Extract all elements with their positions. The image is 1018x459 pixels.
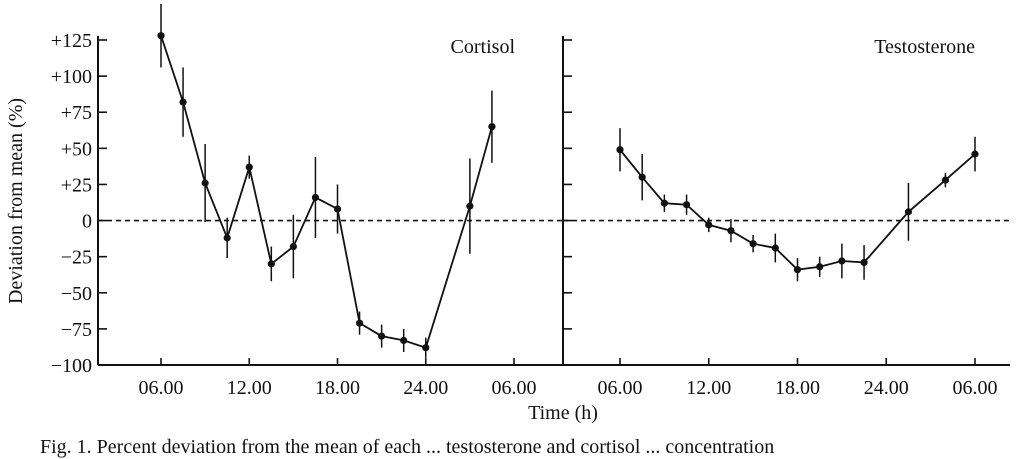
y-tick-label: +25	[61, 174, 92, 196]
cortisol-x-tick-label: 06.00	[139, 377, 184, 399]
cortisol-x-tick-label: 24.00	[403, 377, 448, 399]
cortisol-data-point	[311, 193, 320, 202]
testosterone-x-tick-label: 24.00	[864, 377, 909, 399]
testosterone-panel: 06.00 12.00 18.00 24.00 06.00 Testosterone	[562, 36, 1010, 399]
cortisol-data-point	[245, 163, 253, 171]
testosterone-x-tick-label: 18.00	[775, 377, 820, 399]
cortisol-data-point	[157, 32, 165, 40]
testosterone-data-point	[941, 176, 950, 184]
cortisol-x-tick-label: 06.00	[492, 377, 537, 399]
y-axis-label: Deviation from mean (%)	[5, 98, 27, 304]
testosterone-data-point	[616, 146, 624, 154]
cortisol-data-point	[179, 98, 187, 106]
testosterone-x-tick-label: 06.00	[598, 377, 643, 399]
testosterone-data-point	[682, 201, 691, 209]
testosterone-data-point	[860, 258, 868, 267]
testosterone-data-point	[971, 150, 979, 158]
y-tick-label: +125	[51, 30, 92, 52]
y-tick-label: −25	[61, 247, 92, 269]
cortisol-data-point	[466, 202, 474, 210]
testosterone-data-point	[838, 257, 846, 265]
y-tick-label: −75	[61, 319, 92, 341]
cortisol-data-point	[378, 332, 386, 340]
testosterone-data-point	[904, 208, 913, 216]
figure-caption: Fig. 1. Percent deviation from the mean …	[40, 436, 775, 458]
testosterone-data-point	[660, 199, 668, 207]
cortisol-x-tick-label: 18.00	[315, 377, 360, 399]
x-axis-label: Time (h)	[528, 402, 598, 424]
testosterone-panel-title: Testosterone	[874, 36, 975, 58]
cortisol-data-point	[333, 205, 342, 213]
y-tick-label: +100	[51, 66, 92, 88]
cortisol-data-point	[223, 234, 231, 242]
testosterone-series-line	[619, 149, 976, 271]
cortisol-data-point	[400, 336, 408, 345]
y-tick-label: +75	[61, 102, 92, 124]
testosterone-data-point	[816, 263, 824, 271]
testosterone-data-point	[771, 244, 779, 252]
testosterone-data-point	[705, 221, 713, 229]
cortisol-data-point	[201, 179, 209, 187]
y-tick-label: +50	[61, 138, 92, 160]
cortisol-data-point	[267, 260, 275, 268]
testosterone-data-point	[793, 266, 802, 274]
cortisol-data-point	[355, 319, 364, 327]
cortisol-data-point	[289, 242, 297, 251]
testosterone-data-point	[727, 227, 735, 235]
cortisol-data-point	[422, 344, 430, 352]
cortisol-panel: +125 +100 +75 +50 +25 0 −25 −50 −75 −100 06.00 12.0…	[51, 3, 563, 399]
testosterone-x-tick-label: 06.00	[953, 377, 998, 399]
cortisol-data-point	[488, 123, 496, 131]
testosterone-data-point	[749, 240, 757, 248]
testosterone-x-tick-label: 12.00	[686, 377, 731, 399]
cortisol-x-tick-label: 12.00	[227, 377, 272, 399]
y-tick-label: −100	[51, 355, 92, 377]
y-tick-label: −50	[61, 283, 92, 305]
cortisol-series-line	[160, 35, 493, 349]
testosterone-data-point	[638, 173, 646, 181]
cortisol-panel-title: Cortisol	[451, 36, 516, 58]
y-tick-label: 0	[82, 211, 92, 233]
